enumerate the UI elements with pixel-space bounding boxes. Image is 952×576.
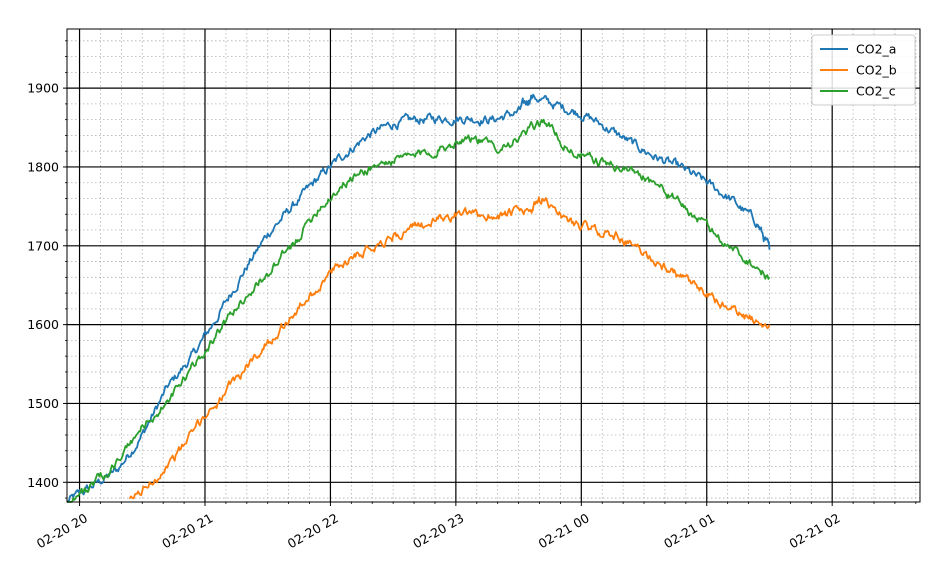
legend-label-CO2_c: CO2_c — [856, 84, 896, 99]
x-tick-label: 02-21 00 — [536, 510, 592, 551]
x-axis: 02-20 20 02-20 21 02-20 22 02-20 23 02-21 00… — [34, 502, 917, 551]
y-tick-label: 1500 — [27, 396, 59, 411]
x-tick-label: 02-20 22 — [285, 510, 341, 551]
y-tick-label: 1900 — [27, 81, 59, 96]
x-tick-label: 02-20 23 — [410, 510, 466, 551]
y-tick-label: 1700 — [27, 238, 59, 253]
x-tick-label: 02-20 20 — [34, 510, 90, 551]
series-line-CO2_b — [128, 196, 771, 500]
y-tick-label: 1400 — [27, 475, 59, 490]
x-tick-label: 02-20 21 — [159, 510, 215, 551]
legend: CO2_a CO2_b CO2_c — [811, 34, 916, 106]
major-grid — [67, 29, 920, 502]
y-tick-label: 1800 — [27, 159, 59, 174]
x-tick-label: 02-21 01 — [661, 510, 717, 551]
series-layer — [66, 93, 771, 503]
plot-background — [67, 29, 920, 502]
series-line-CO2_c — [67, 118, 771, 503]
legend-box — [811, 34, 916, 106]
y-axis: 1400 1500 1600 1700 1800 1900 — [27, 40, 67, 499]
legend-label-CO2_a: CO2_a — [856, 42, 896, 57]
series-line-CO2_a — [66, 93, 771, 503]
plot-frame — [66, 28, 921, 503]
legend-label-CO2_b: CO2_b — [856, 63, 897, 78]
y-tick-label: 1600 — [27, 317, 59, 332]
x-tick-label: 02-21 02 — [787, 510, 843, 551]
